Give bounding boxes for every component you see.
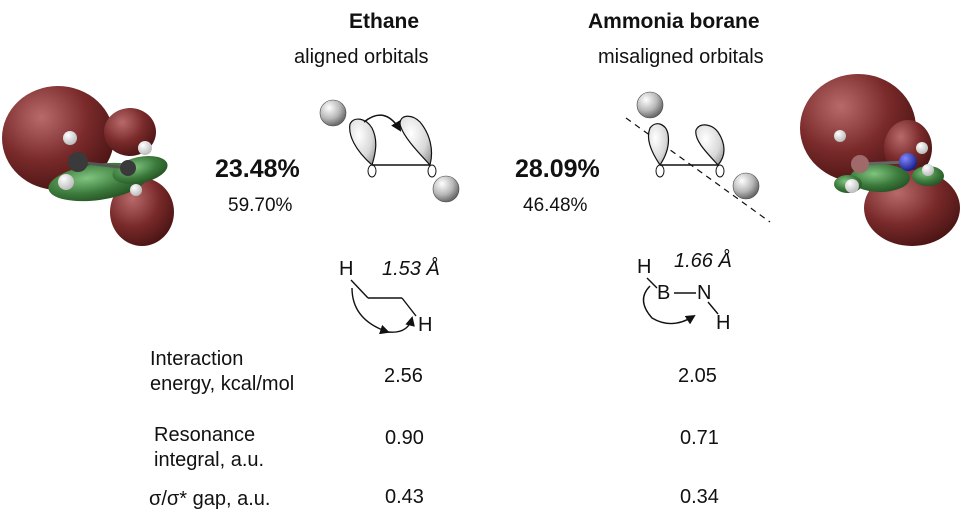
ethane-structure bbox=[350, 279, 417, 335]
borane-atom-h2: H bbox=[716, 312, 731, 334]
borane-atom-n: N bbox=[697, 282, 712, 304]
borane-percent-secondary: 46.48% bbox=[523, 195, 588, 216]
ethane-percent-main: 23.48% bbox=[215, 155, 300, 183]
row-interaction-label: Interaction energy, kcal/mol bbox=[150, 347, 294, 397]
row-gap-label: σ/σ* gap, a.u. bbox=[149, 488, 271, 510]
borane-atom-h1: H bbox=[637, 256, 652, 278]
borane-bond-length: 1.66 Å bbox=[674, 250, 732, 272]
row-resonance-label-line1: Resonance bbox=[154, 424, 256, 446]
borane-percent-main: 28.09% bbox=[515, 155, 600, 183]
ethane-percent-secondary: 59.70% bbox=[228, 195, 293, 216]
row-resonance-label-line2: integral, a.u. bbox=[154, 449, 265, 471]
ethane-orbital-schematic bbox=[319, 99, 460, 203]
row-gap-ethane-value: 0.43 bbox=[385, 486, 424, 508]
row-interaction-label-line1: Interaction bbox=[150, 348, 244, 370]
row-resonance-label: Resonance integral, a.u. bbox=[154, 423, 264, 473]
borane-subtitle: misaligned orbitals bbox=[598, 46, 764, 68]
borane-title: Ammonia borane bbox=[588, 10, 760, 33]
row-interaction-ethane-value: 2.56 bbox=[384, 365, 423, 387]
row-resonance-ethane-value: 0.90 bbox=[385, 427, 424, 449]
borane-structure bbox=[642, 277, 719, 325]
ethane-bond-length: 1.53 Å bbox=[382, 258, 440, 280]
ethane-atom-h2: H bbox=[418, 314, 433, 336]
row-interaction-label-line2: energy, kcal/mol bbox=[150, 373, 295, 395]
row-gap-borane-value: 0.34 bbox=[680, 486, 719, 508]
ethane-subtitle: aligned orbitals bbox=[294, 46, 429, 68]
ethane-title: Ethane bbox=[349, 10, 420, 33]
ethane-orbital-render bbox=[2, 86, 174, 246]
borane-orbital-render bbox=[800, 74, 960, 246]
row-resonance-borane-value: 0.71 bbox=[680, 427, 719, 449]
row-interaction-borane-value: 2.05 bbox=[678, 365, 717, 387]
borane-atom-b: B bbox=[657, 282, 671, 304]
ethane-atom-h1: H bbox=[339, 258, 354, 280]
borane-orbital-schematic bbox=[625, 91, 771, 223]
